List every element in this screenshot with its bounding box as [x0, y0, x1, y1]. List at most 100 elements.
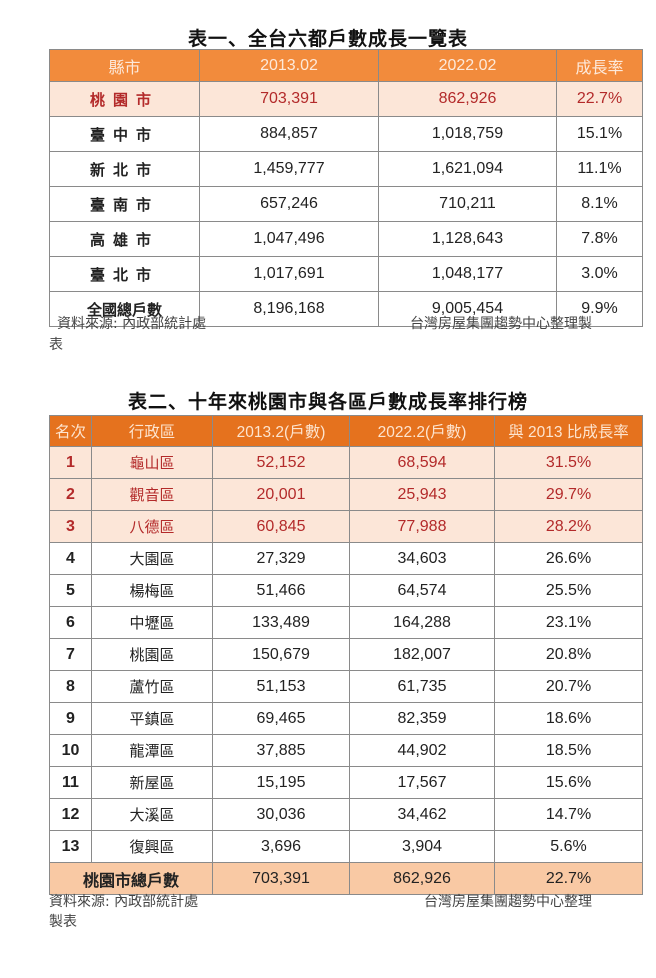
households-2022: 1,621,094	[378, 151, 557, 187]
table-row: 2 觀音區 20,001 25,943 29.7%	[49, 478, 643, 511]
growth-rate: 5.6%	[494, 830, 643, 863]
table2-title: 表二、十年來桃園市與各區戶數成長率排行榜	[127, 391, 528, 413]
growth-rate: 18.6%	[494, 702, 643, 735]
header-district: 行政區	[91, 415, 213, 447]
district-name: 龍潭區	[91, 734, 213, 767]
growth-rate: 8.1%	[556, 186, 643, 222]
district-name: 八德區	[91, 510, 213, 543]
households-2013: 60,845	[212, 510, 350, 543]
households-2022: 68,594	[349, 446, 495, 479]
city-name: 高雄市	[49, 221, 200, 257]
households-2022: 17,567	[349, 766, 495, 799]
district-name: 蘆竹區	[91, 670, 213, 703]
growth-rate: 20.7%	[494, 670, 643, 703]
households-2013: 51,466	[212, 574, 350, 607]
header-2013: 2013.2(戶數)	[212, 415, 350, 447]
households-2013: 69,465	[212, 702, 350, 735]
households-2022: 710,211	[378, 186, 557, 222]
table-row: 高雄市 1,047,496 1,128,643 7.8%	[49, 221, 643, 257]
rank: 8	[49, 670, 92, 703]
table-row: 3 八德區 60,845 77,988 28.2%	[49, 510, 643, 543]
total-label: 桃園市總戶數	[49, 862, 213, 895]
table-row: 桃園市 703,391 862,926 22.7%	[49, 81, 643, 117]
households-2022: 862,926	[349, 862, 495, 895]
district-name: 龜山區	[91, 446, 213, 479]
table1-credit: 台灣房屋集團趨勢中心整理製	[410, 316, 592, 332]
growth-rate: 29.7%	[494, 478, 643, 511]
households-2013: 1,047,496	[199, 221, 379, 257]
rank: 1	[49, 446, 92, 479]
table-row: 13 復興區 3,696 3,904 5.6%	[49, 830, 643, 863]
district-name: 復興區	[91, 830, 213, 863]
table1-credit-wrap: 表	[49, 337, 63, 353]
households-2022: 164,288	[349, 606, 495, 639]
growth-rate: 15.1%	[556, 116, 643, 152]
households-2013: 1,017,691	[199, 256, 379, 292]
table1-source: 資料來源: 內政部統計處	[57, 316, 207, 332]
growth-rate: 20.8%	[494, 638, 643, 671]
households-2022: 64,574	[349, 574, 495, 607]
rank: 7	[49, 638, 92, 671]
district-name: 大園區	[91, 542, 213, 575]
households-2013: 30,036	[212, 798, 350, 831]
table-row: 4 大園區 27,329 34,603 26.6%	[49, 542, 643, 575]
households-2022: 1,128,643	[378, 221, 557, 257]
growth-rate: 3.0%	[556, 256, 643, 292]
households-2013: 1,459,777	[199, 151, 379, 187]
households-2022: 34,603	[349, 542, 495, 575]
households-2013: 20,001	[212, 478, 350, 511]
growth-rate: 18.5%	[494, 734, 643, 767]
growth-rate: 9.9%	[556, 291, 643, 327]
six-cities-household-table: 縣市 2013.02 2022.02 成長率 桃園市 703,391 862,9…	[49, 49, 643, 327]
households-2022: 1,048,177	[378, 256, 557, 292]
table-row: 12 大溪區 30,036 34,462 14.7%	[49, 798, 643, 831]
district-name: 桃園區	[91, 638, 213, 671]
district-name: 大溪區	[91, 798, 213, 831]
district-name: 平鎮區	[91, 702, 213, 735]
rank: 11	[49, 766, 92, 799]
households-2013: 51,153	[212, 670, 350, 703]
households-2022: 25,943	[349, 478, 495, 511]
rank: 3	[49, 510, 92, 543]
header-2022: 2022.2(戶數)	[349, 415, 495, 447]
district-name: 楊梅區	[91, 574, 213, 607]
growth-rate: 25.5%	[494, 574, 643, 607]
households-2013: 150,679	[212, 638, 350, 671]
header-city: 縣市	[49, 49, 200, 82]
table-row: 臺南市 657,246 710,211 8.1%	[49, 186, 643, 222]
rank: 10	[49, 734, 92, 767]
households-2022: 34,462	[349, 798, 495, 831]
households-2013: 884,857	[199, 116, 379, 152]
households-2013: 703,391	[199, 81, 379, 117]
rank: 9	[49, 702, 92, 735]
growth-rate: 15.6%	[494, 766, 643, 799]
table-row: 8 蘆竹區 51,153 61,735 20.7%	[49, 670, 643, 703]
table-row: 11 新屋區 15,195 17,567 15.6%	[49, 766, 643, 799]
growth-rate: 31.5%	[494, 446, 643, 479]
households-2022: 77,988	[349, 510, 495, 543]
table-row: 9 平鎮區 69,465 82,359 18.6%	[49, 702, 643, 735]
table2-source-wrap: 製表	[49, 914, 77, 930]
taoyuan-district-ranking-table: 名次 行政區 2013.2(戶數) 2022.2(戶數) 與 2013 比成長率…	[49, 415, 643, 895]
taoyuan-total-row: 桃園市總戶數 703,391 862,926 22.7%	[49, 862, 643, 895]
households-2013: 52,152	[212, 446, 350, 479]
households-2022: 61,735	[349, 670, 495, 703]
rank: 4	[49, 542, 92, 575]
city-name: 新北市	[49, 151, 200, 187]
district-name: 中壢區	[91, 606, 213, 639]
header-growth: 成長率	[556, 49, 643, 82]
households-2022: 82,359	[349, 702, 495, 735]
table-row: 1 龜山區 52,152 68,594 31.5%	[49, 446, 643, 479]
households-2013: 3,696	[212, 830, 350, 863]
header-growth: 與 2013 比成長率	[494, 415, 643, 447]
households-2022: 44,902	[349, 734, 495, 767]
rank: 12	[49, 798, 92, 831]
households-2013: 27,329	[212, 542, 350, 575]
table1-title: 表一、全台六都戶數成長一覽表	[187, 28, 468, 50]
households-2022: 3,904	[349, 830, 495, 863]
households-2013: 703,391	[212, 862, 350, 895]
district-name: 新屋區	[91, 766, 213, 799]
city-name: 臺中市	[49, 116, 200, 152]
table2-header-row: 名次 行政區 2013.2(戶數) 2022.2(戶數) 與 2013 比成長率	[49, 415, 643, 447]
header-2013: 2013.02	[199, 49, 379, 82]
